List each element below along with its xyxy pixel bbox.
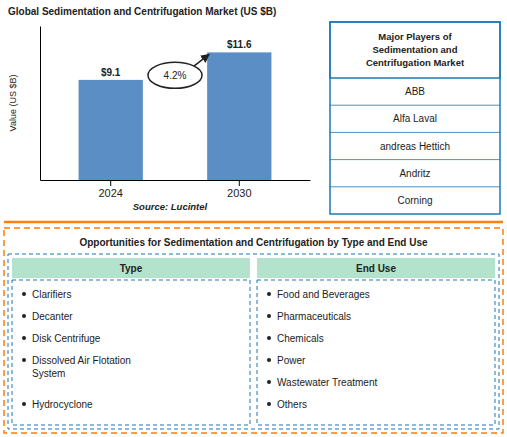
item-text: Decanter [32,311,73,322]
players-title: Major Players of Sedimentation and Centrif… [366,31,465,68]
players-divider [330,186,500,187]
players-divider [330,105,500,106]
bullet [22,336,26,340]
players-header-box [330,22,500,78]
x-tick: 2024 [98,180,122,199]
bar [207,52,271,180]
item-text: Dissolved Air Flotation [32,355,131,366]
bullet [267,380,271,384]
column-header-box [12,258,250,278]
player-name: Alfa Laval [393,113,437,124]
players-box [330,22,500,214]
bar [79,80,143,180]
title: Global Sedimentation and Centrifugation … [8,6,276,17]
players-divider [330,159,500,160]
players-title-line: Major Players of [378,31,452,42]
item-text: System [32,368,65,379]
bullet [267,358,271,362]
cagr-arrow [194,54,209,66]
bullet [22,314,26,318]
item-text: Food and Beverages [277,289,370,300]
item-text: Disk Centrifuge [32,333,101,344]
item-text: Hydrocyclone [32,399,93,410]
player-name: Andritz [399,168,430,179]
bullet [22,402,26,406]
opportunities-box [4,228,503,433]
opportunities-inner-box [8,254,499,429]
bullet [267,314,271,318]
item-text: Others [277,399,307,410]
y-axis-line [40,27,41,181]
cagr-label: 4.2% [164,70,187,81]
player-name: ABB [405,86,425,97]
y-axis [40,27,41,181]
x-axis: 2024 2030 [41,180,311,199]
item-text: Chemicals [277,333,324,344]
bullet [22,358,26,362]
x-tick-mark [110,180,111,186]
item-text: Power [277,355,306,366]
separator [4,221,503,224]
column-header-box [257,258,495,278]
y-axis-title: Value (US $B) [8,75,18,132]
x-tick-mark [239,180,240,186]
data-label: $9.1 [101,67,121,78]
column-header: Type [120,263,143,274]
data-label: $11.6 [227,39,252,50]
x-tick-label: 2030 [227,187,251,199]
bullet [267,336,271,340]
bars [79,52,272,180]
opportunities-title: Opportunities for Sedimentation and Cent… [79,237,428,248]
item-text: Pharmaceuticals [277,311,351,322]
player-name: andreas Hettich [380,141,450,152]
bullet [22,292,26,296]
player-name: Corning [397,195,432,206]
players-title-line: Centrifugation Market [366,57,465,68]
bullet [267,402,271,406]
bullet [267,292,271,296]
chart-root: Global Sedimentation and Centrifugation … [0,0,507,437]
x-tick: 2030 [227,180,251,199]
x-axis-line [41,180,311,181]
column-items-box [12,280,250,425]
item-text: Wastewater Treatment [277,377,377,388]
source: Source: Lucintel [133,201,208,212]
column-header: End Use [356,263,396,274]
item-text: Clarifiers [32,289,71,300]
players-title-line: Sedimentation and [373,44,458,55]
column-items-box [257,280,495,425]
x-tick-label: 2024 [98,187,122,199]
players-divider [330,132,500,133]
